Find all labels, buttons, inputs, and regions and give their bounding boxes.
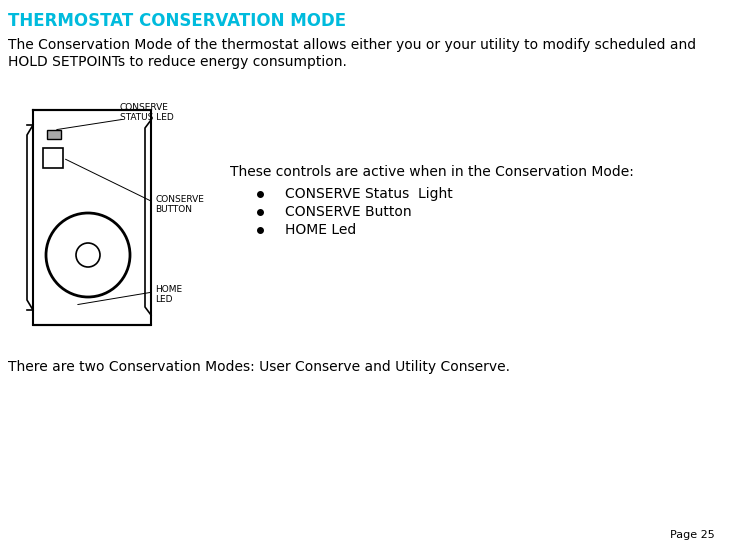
Text: CONSERVE
STATUS LED: CONSERVE STATUS LED bbox=[120, 103, 174, 123]
Text: THERMOSTAT CONSERVATION MODE: THERMOSTAT CONSERVATION MODE bbox=[8, 12, 346, 30]
Text: HOME Led: HOME Led bbox=[285, 223, 356, 237]
Text: There are two Conservation Modes: User Conserve and Utility Conserve.: There are two Conservation Modes: User C… bbox=[8, 360, 510, 374]
Text: HOLD SETPOINTs to reduce energy consumption.: HOLD SETPOINTs to reduce energy consumpt… bbox=[8, 55, 347, 69]
Text: CONSERVE Status  Light: CONSERVE Status Light bbox=[285, 187, 453, 201]
Circle shape bbox=[76, 243, 100, 267]
Text: The Conservation Mode of the thermostat allows either you or your utility to mod: The Conservation Mode of the thermostat … bbox=[8, 38, 696, 52]
Bar bbox=[47, 130, 61, 139]
Text: CONSERVE
BUTTON: CONSERVE BUTTON bbox=[155, 195, 204, 215]
Text: Page 25: Page 25 bbox=[670, 530, 715, 540]
Text: HOME
LED: HOME LED bbox=[155, 285, 182, 304]
Text: CONSERVE Button: CONSERVE Button bbox=[285, 205, 412, 219]
Circle shape bbox=[46, 213, 130, 297]
Bar bbox=[43, 148, 63, 168]
Text: These controls are active when in the Conservation Mode:: These controls are active when in the Co… bbox=[230, 165, 634, 179]
